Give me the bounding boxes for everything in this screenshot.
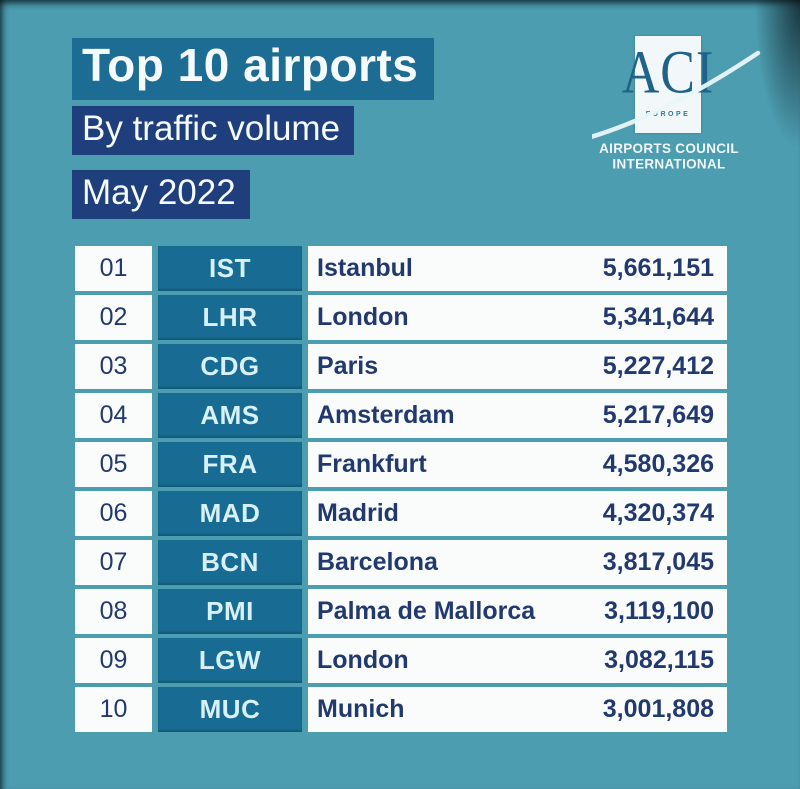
city-label: Madrid [317, 499, 399, 527]
rank-cell: 10 [75, 687, 152, 732]
table-row: 03 CDG Paris 5,227,412 [75, 344, 727, 389]
city-value-cell: Munich 3,001,808 [308, 687, 727, 732]
period-label: May 2022 [72, 170, 250, 220]
page-subtitle: By traffic volume [72, 106, 355, 156]
rank-cell: 09 [75, 638, 152, 683]
table-row: 09 LGW London 3,082,115 [75, 638, 727, 683]
airport-code-cell: FRA [158, 442, 302, 487]
city-label: London [317, 646, 409, 674]
passenger-count: 3,119,100 [604, 597, 714, 625]
city-value-cell: Istanbul 5,661,151 [308, 246, 727, 291]
passenger-count: 5,341,644 [602, 303, 714, 331]
aci-org-name: AIRPORTS COUNCIL INTERNATIONAL [594, 140, 744, 172]
airport-table: 01 IST Istanbul 5,661,151 02 LHR London … [75, 246, 727, 736]
city-value-cell: London 5,341,644 [308, 295, 727, 340]
rank-cell: 02 [75, 295, 152, 340]
city-label: Amsterdam [317, 401, 455, 429]
city-value-cell: Paris 5,227,412 [308, 344, 727, 389]
table-row: 04 AMS Amsterdam 5,217,649 [75, 393, 727, 438]
city-value-cell: Palma de Mallorca 3,119,100 [308, 589, 727, 634]
passenger-count: 3,001,808 [602, 695, 714, 723]
airport-code-cell: PMI [158, 589, 302, 634]
city-value-cell: Barcelona 3,817,045 [308, 540, 727, 585]
airport-code-cell: BCN [158, 540, 302, 585]
table-row: 01 IST Istanbul 5,661,151 [75, 246, 727, 291]
aci-org-line2: INTERNATIONAL [612, 156, 726, 172]
city-label: Frankfurt [317, 450, 427, 478]
rank-cell: 04 [75, 393, 152, 438]
passenger-count: 4,320,374 [602, 499, 714, 527]
city-label: Palma de Mallorca [317, 597, 536, 625]
city-label: Munich [317, 695, 405, 723]
aci-acronym: ACI [621, 39, 715, 107]
table-row: 07 BCN Barcelona 3,817,045 [75, 540, 727, 585]
aci-region-label: EUROPE [645, 111, 691, 119]
aci-org-line1: AIRPORTS COUNCIL [599, 140, 739, 156]
city-value-cell: Madrid 4,320,374 [308, 491, 727, 536]
city-value-cell: Frankfurt 4,580,326 [308, 442, 727, 487]
aci-logo-box: ACI EUROPE [622, 36, 713, 133]
airport-code-cell: MUC [158, 687, 302, 732]
airport-code-cell: CDG [158, 344, 302, 389]
table-row: 02 LHR London 5,341,644 [75, 295, 727, 340]
passenger-count: 3,817,045 [602, 548, 714, 576]
city-label: Paris [317, 352, 379, 380]
table-row: 10 MUC Munich 3,001,808 [75, 687, 727, 732]
rank-cell: 01 [75, 246, 152, 291]
aci-logo: ACI EUROPE AIRPORTS COUNCIL INTERNATIONA… [592, 33, 776, 183]
passenger-count: 5,227,412 [602, 352, 714, 380]
city-label: Istanbul [317, 254, 413, 282]
airport-code-cell: LGW [158, 638, 302, 683]
city-value-cell: London 3,082,115 [308, 638, 727, 683]
rank-cell: 06 [75, 491, 152, 536]
table-row: 08 PMI Palma de Mallorca 3,119,100 [75, 589, 727, 634]
airport-code-cell: AMS [158, 393, 302, 438]
rank-cell: 08 [75, 589, 152, 634]
city-label: Barcelona [317, 548, 438, 576]
table-row: 05 FRA Frankfurt 4,580,326 [75, 442, 727, 487]
passenger-count: 4,580,326 [602, 450, 714, 478]
passenger-count: 3,082,115 [604, 646, 714, 674]
airport-code-cell: LHR [158, 295, 302, 340]
rank-cell: 05 [75, 442, 152, 487]
airport-code-cell: IST [158, 246, 302, 291]
airport-code-cell: MAD [158, 491, 302, 536]
city-value-cell: Amsterdam 5,217,649 [308, 393, 727, 438]
rank-cell: 07 [75, 540, 152, 585]
city-label: London [317, 303, 409, 331]
table-row: 06 MAD Madrid 4,320,374 [75, 491, 727, 536]
passenger-count: 5,661,151 [602, 254, 714, 282]
page-title: Top 10 airports [72, 38, 435, 100]
passenger-count: 5,217,649 [602, 401, 714, 429]
rank-cell: 03 [75, 344, 152, 389]
